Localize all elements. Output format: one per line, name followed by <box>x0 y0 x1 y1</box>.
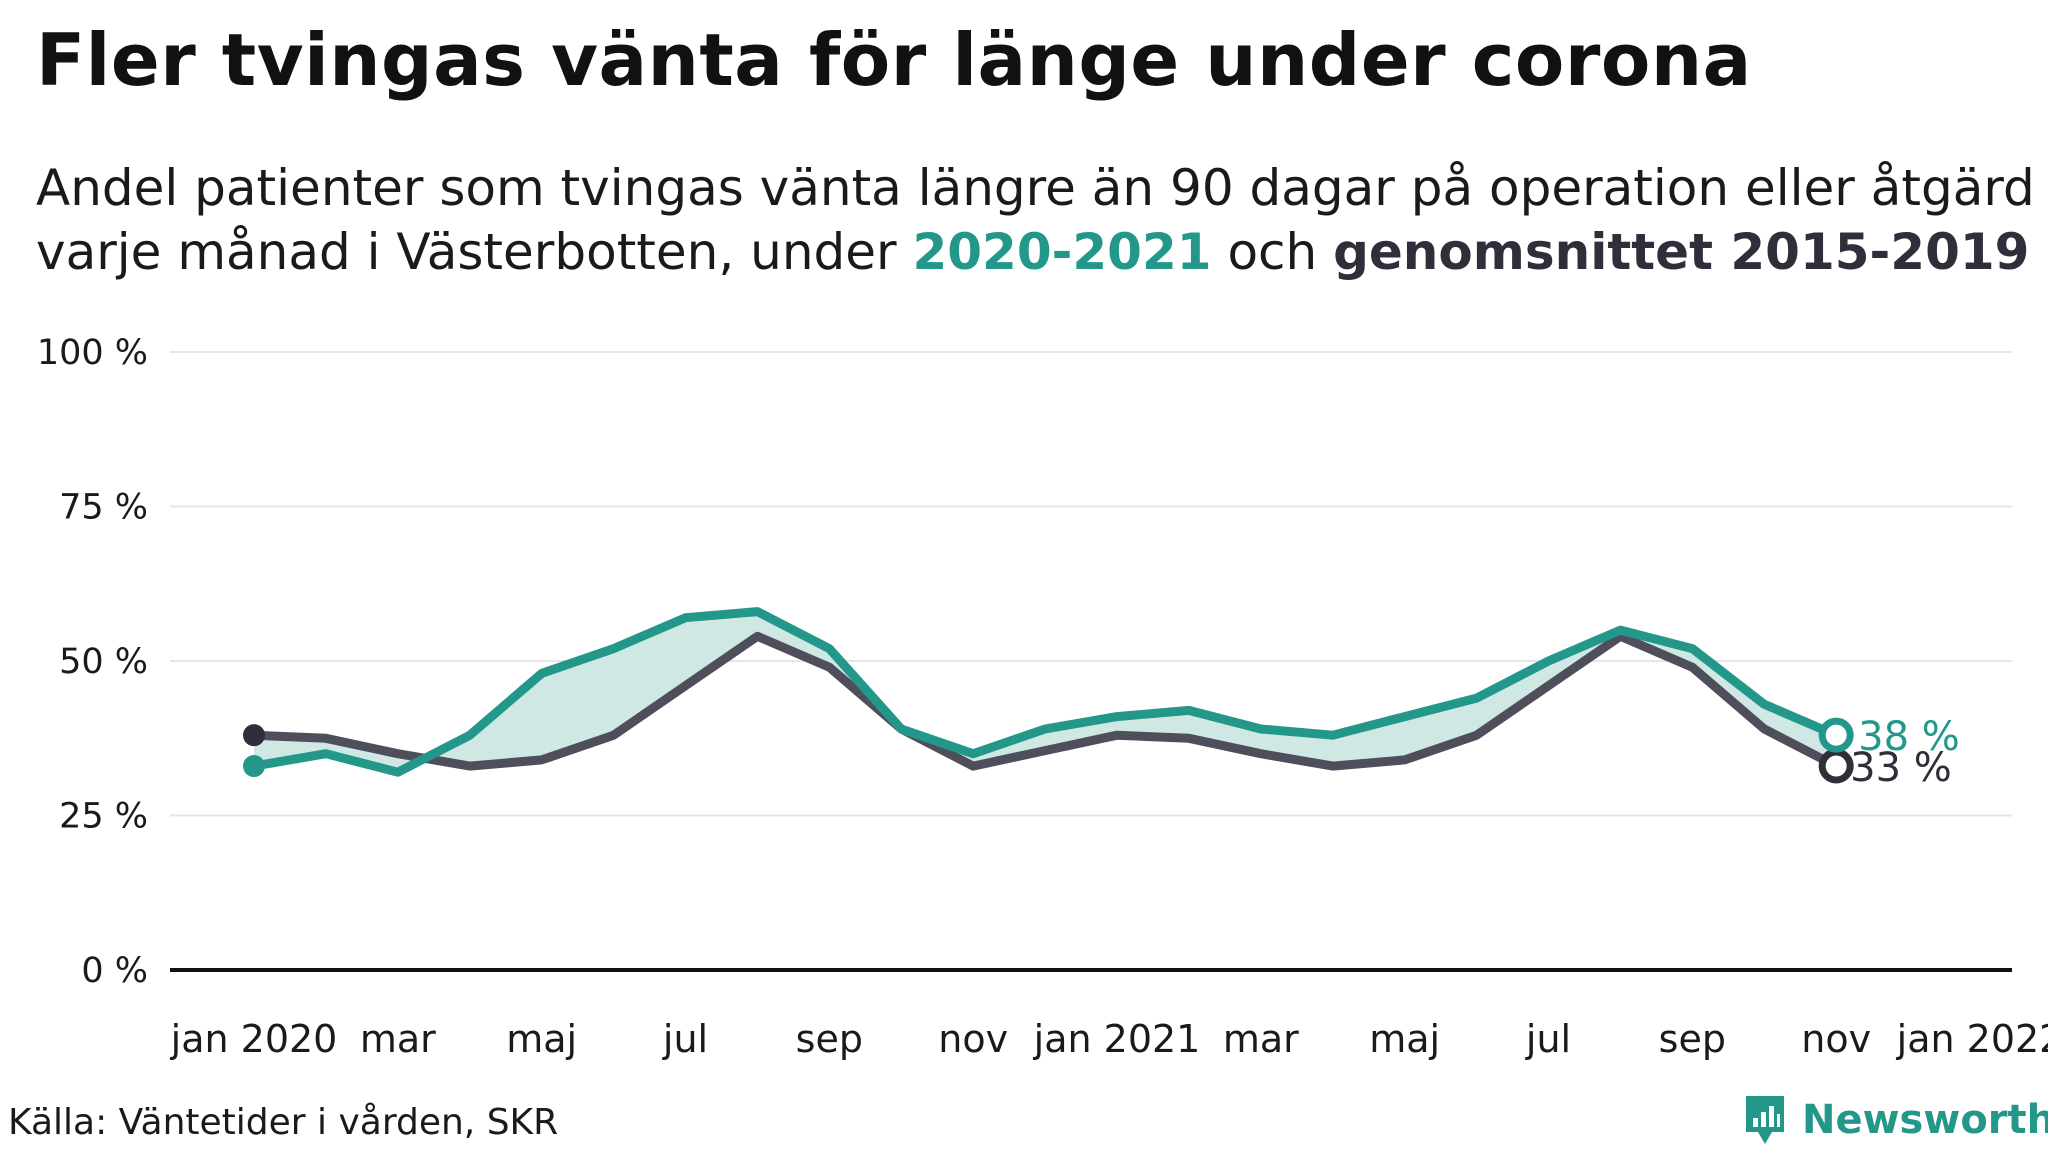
subtitle-series-average: genomsnittet 2015-2019 <box>1333 223 2030 281</box>
series-markers: 38 %33 % <box>243 714 1960 791</box>
end-label-average: 33 % <box>1850 745 1952 791</box>
start-marker-average <box>243 724 265 747</box>
y-tick-label: 75 % <box>59 488 148 528</box>
end-label-current: 38 % <box>1858 714 1960 760</box>
brand-logo: Newsworthy <box>1742 1090 2048 1150</box>
subtitle-prefix: varje månad i Västerbotten, under <box>36 223 913 281</box>
y-tick-label: 25 % <box>59 797 148 837</box>
x-tick-label: nov <box>938 1017 1008 1061</box>
end-marker-current <box>1818 717 1854 753</box>
y-tick-label: 0 % <box>81 951 148 991</box>
subtitle-middle: och <box>1211 223 1334 281</box>
x-tick-label: mar <box>1223 1017 1299 1061</box>
x-tick-label: sep <box>1659 1017 1726 1061</box>
newsworthy-logo-icon <box>1746 1096 1784 1144</box>
y-tick-label: 100 % <box>37 333 148 373</box>
subtitle-series-current: 2020-2021 <box>912 223 1212 281</box>
x-tick-label: maj <box>1369 1017 1440 1061</box>
x-tick-label: jul <box>662 1017 708 1061</box>
x-tick-label: nov <box>1801 1017 1871 1061</box>
series-line-current <box>249 607 1841 777</box>
x-tick-label: jan 2020 <box>170 1017 338 1061</box>
subtitle-line-2: varje månad i Västerbotten, under 2020-2… <box>36 220 2035 284</box>
chart-subtitle: Andel patienter som tvingas vänta längre… <box>36 156 2035 284</box>
y-tick-label: 50 % <box>59 642 148 682</box>
brand-name: Newsworthy <box>1802 1097 2048 1143</box>
gridlines <box>170 351 2012 817</box>
source-note: Källa: Väntetider i vården, SKR <box>8 1102 559 1143</box>
x-axis-labels: jan 2020 mar maj jul sep nov jan 2021 mar maj jul… <box>170 1017 2048 1061</box>
chart-title: Fler tvingas vänta för länge under coron… <box>36 18 1752 102</box>
x-tick-label: jan 2022 <box>1896 1017 2048 1061</box>
x-tick-label: maj <box>506 1017 577 1061</box>
series-line-average <box>249 631 1841 771</box>
end-marker-average <box>1818 748 1854 784</box>
start-marker-current <box>243 755 265 778</box>
difference-area <box>254 611 1837 773</box>
x-tick-label: jul <box>1525 1017 1571 1061</box>
y-axis-labels: 0 % 25 % 50 % 75 % 100 % <box>37 333 148 991</box>
x-tick-label: sep <box>796 1017 863 1061</box>
subtitle-line-1: Andel patienter som tvingas vänta längre… <box>36 159 2035 217</box>
x-tick-label: jan 2021 <box>1033 1017 1201 1061</box>
x-tick-label: mar <box>360 1017 436 1061</box>
